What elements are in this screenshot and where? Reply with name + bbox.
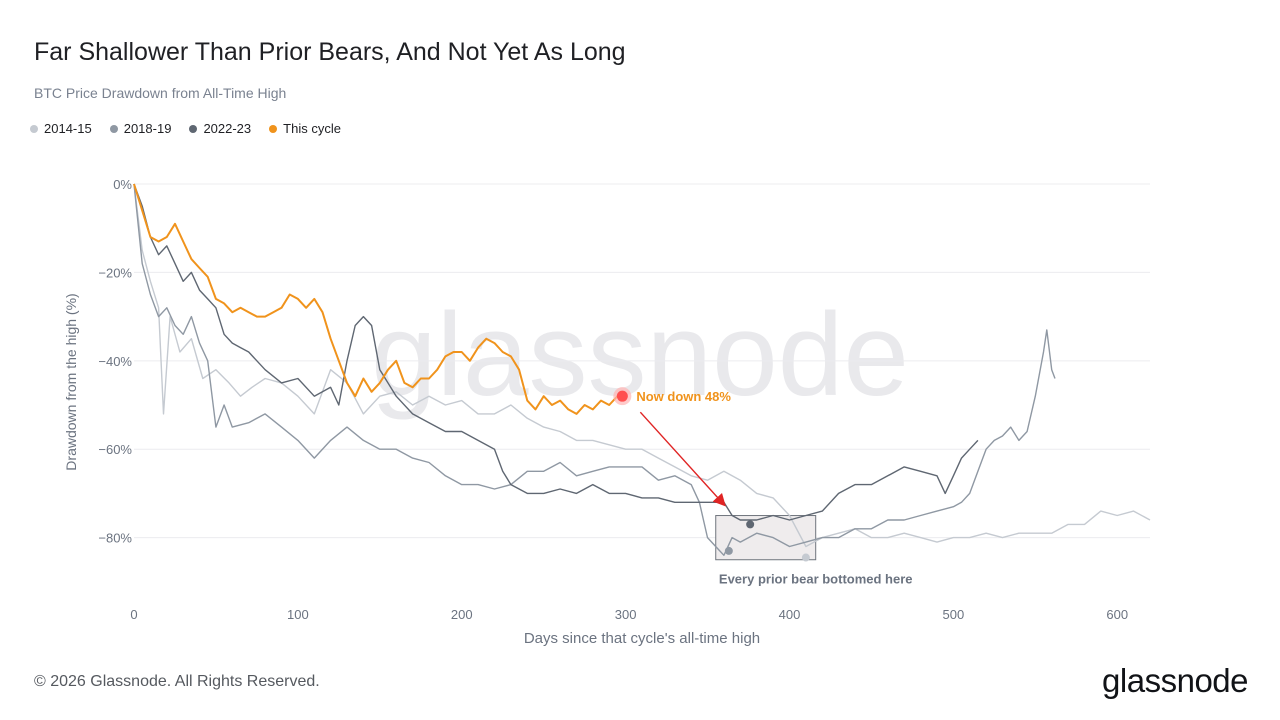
y-tick-label-2: −40% [98, 354, 132, 369]
footer-copyright: © 2026 Glassnode. All Rights Reserved. [34, 673, 320, 690]
legend-dot-2014-15 [30, 124, 38, 133]
x-tick-label-0: 0 [130, 607, 137, 622]
series-line-2022-23 [133, 183, 979, 521]
annotation-arrow [639, 411, 726, 507]
chart-subtitle: BTC Price Drawdown from All-Time High [34, 85, 287, 101]
series-line-2014-15 [133, 183, 1151, 548]
series-layer [133, 183, 1151, 556]
x-tick-label-6: 600 [1106, 607, 1128, 622]
legend-dot-2018-19 [109, 124, 118, 133]
bottom-marker-2 [801, 553, 810, 562]
series-line-this-cycle [133, 183, 623, 415]
current-point-marker [616, 390, 628, 402]
x-tick-label-5: 500 [943, 607, 965, 622]
y-tick-label-0: 0% [113, 177, 132, 192]
legend-label-this-cycle: This cycle [283, 121, 341, 136]
legend-label-2022-23: 2022-23 [203, 121, 252, 136]
x-tick-label-3: 300 [615, 607, 637, 622]
legend-item-2014-15[interactable]: 2014-15 [30, 121, 92, 136]
series-line-2018-19 [133, 183, 1056, 556]
y-axis-label: Drawdown from the high (%) [63, 293, 79, 470]
x-tick-label-2: 200 [451, 607, 473, 622]
legend-label-2014-15: 2014-15 [44, 121, 92, 136]
watermark-text: glassnode [371, 289, 909, 421]
legend-dot-this-cycle [269, 124, 278, 133]
x-axis-label: Days since that cycle's all-time high [524, 630, 760, 647]
y-tick-label-1: −20% [98, 265, 132, 280]
legend-label-2018-19: 2018-19 [123, 121, 172, 136]
brand-logo: glassnode [1102, 662, 1248, 699]
legend-item-2022-23[interactable]: 2022-23 [189, 121, 251, 136]
legend-dot-2022-23 [189, 124, 198, 133]
bottom-zone-caption: Every prior bear bottomed here [719, 572, 913, 587]
y-tick-label-3: −60% [98, 442, 132, 457]
chart-legend: 2014-15 2018-19 2022-23 This cycle [30, 121, 341, 136]
grid-lines [134, 183, 1150, 539]
x-axis-ticks: 0 100 200 300 400 500 600 [130, 607, 1128, 622]
bottom-marker-0 [724, 546, 733, 555]
legend-item-2018-19[interactable]: 2018-19 [109, 121, 172, 136]
x-tick-label-4: 400 [779, 607, 801, 622]
y-tick-label-4: −80% [98, 531, 132, 546]
annotation-layer: Now down 48% Every prior bear bottomed he… [613, 387, 913, 587]
y-axis-ticks: 0% −20% −40% −60% −80% [98, 177, 132, 546]
bottom-marker-1 [746, 520, 755, 529]
x-tick-label-1: 100 [287, 607, 309, 622]
chart-title: Far Shallower Than Prior Bears, And Not … [34, 38, 626, 66]
now-down-annotation: Now down 48% [636, 389, 731, 404]
legend-item-this-cycle[interactable]: This cycle [269, 121, 341, 136]
